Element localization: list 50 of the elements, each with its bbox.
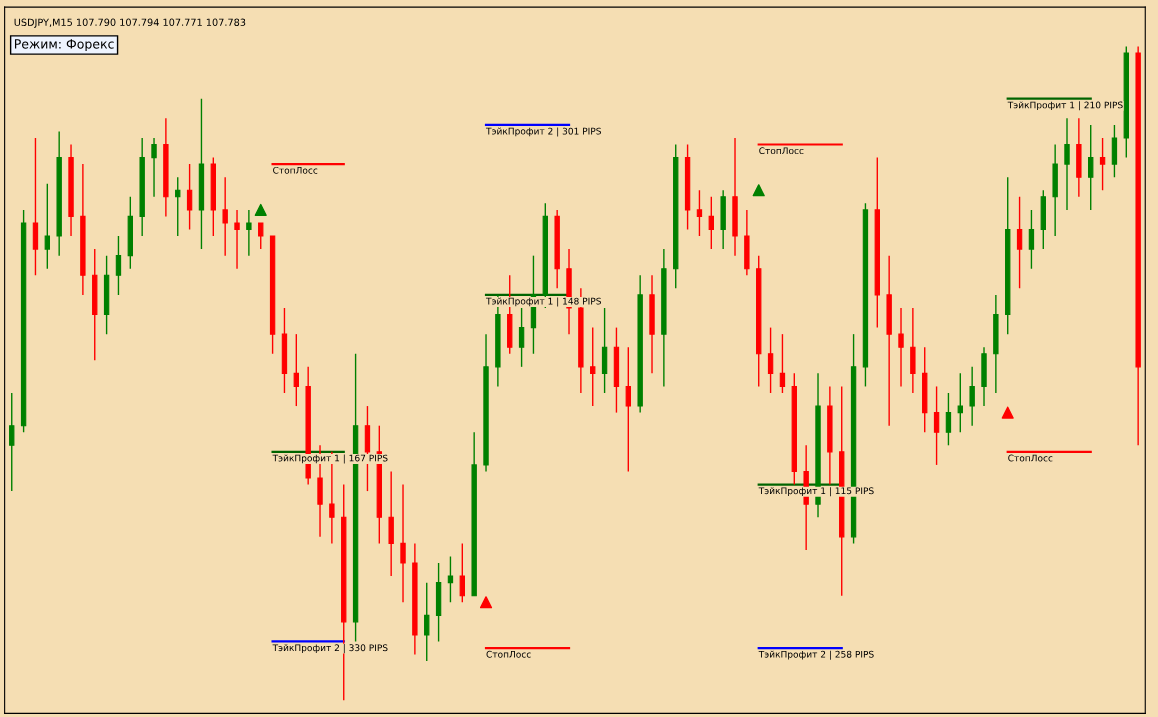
candlestick — [258, 222, 264, 250]
candlestick — [400, 483, 406, 603]
candlestick — [293, 333, 300, 407]
candlestick — [1099, 137, 1106, 191]
candlestick — [246, 209, 252, 257]
candlestick — [945, 392, 952, 446]
series-label: ТэйкПрофит 1 | 148 PIPS — [485, 297, 601, 307]
series-label: ТэйкПрофит 1 | 210 PIPS — [1007, 101, 1123, 111]
candlestick — [590, 326, 596, 407]
series-label: ТэйкПрофит 2 | 258 PIPS — [758, 650, 874, 660]
candlestick — [447, 555, 454, 603]
candlestick — [234, 209, 240, 270]
candlestick — [9, 392, 15, 492]
candlestick — [186, 163, 193, 231]
series-label: ТэйкПрофит 2 | 301 PIPS — [485, 127, 601, 137]
candlestick — [767, 326, 774, 394]
candlestick — [957, 372, 963, 433]
candlestick — [1016, 196, 1023, 290]
candlestick — [1088, 124, 1094, 211]
point — [479, 596, 493, 609]
candlestick — [424, 581, 430, 662]
candlestick — [1028, 209, 1035, 270]
point — [752, 184, 765, 197]
candlestick — [933, 385, 940, 466]
candlestick — [898, 307, 904, 388]
candlestick — [518, 307, 525, 368]
chart-title: USDJPY,M15 107.790 107.794 107.771 107.783 — [14, 18, 246, 28]
candlestick — [459, 542, 465, 603]
candlestick — [175, 176, 181, 237]
candlestick — [625, 346, 631, 473]
series-label: СтопЛосс — [273, 166, 318, 174]
series-label: СтопЛосс — [486, 650, 531, 658]
point — [1001, 406, 1014, 419]
candlestick — [151, 137, 157, 198]
candlestick — [1064, 117, 1070, 211]
candlestick — [329, 451, 335, 545]
series-label: ТэйкПрофит 1 | 167 PIPS — [272, 454, 388, 464]
candlestick — [708, 196, 714, 250]
candlestick — [969, 366, 975, 427]
candlestick — [222, 176, 228, 257]
series-label: ТэйкПрофит 1 | 115 PIPS — [758, 487, 874, 497]
candlestick — [115, 235, 122, 296]
candlestick — [696, 189, 703, 237]
point — [254, 203, 267, 216]
candlestick — [44, 183, 51, 270]
series-label: ТэйкПрофит 2 | 330 PIPS — [272, 644, 388, 654]
series-label: СтопЛосс — [1008, 454, 1053, 462]
candlestick — [779, 333, 786, 394]
annotation: Режим: Форекс — [14, 39, 114, 52]
series-label: СтопЛосс — [759, 147, 804, 155]
